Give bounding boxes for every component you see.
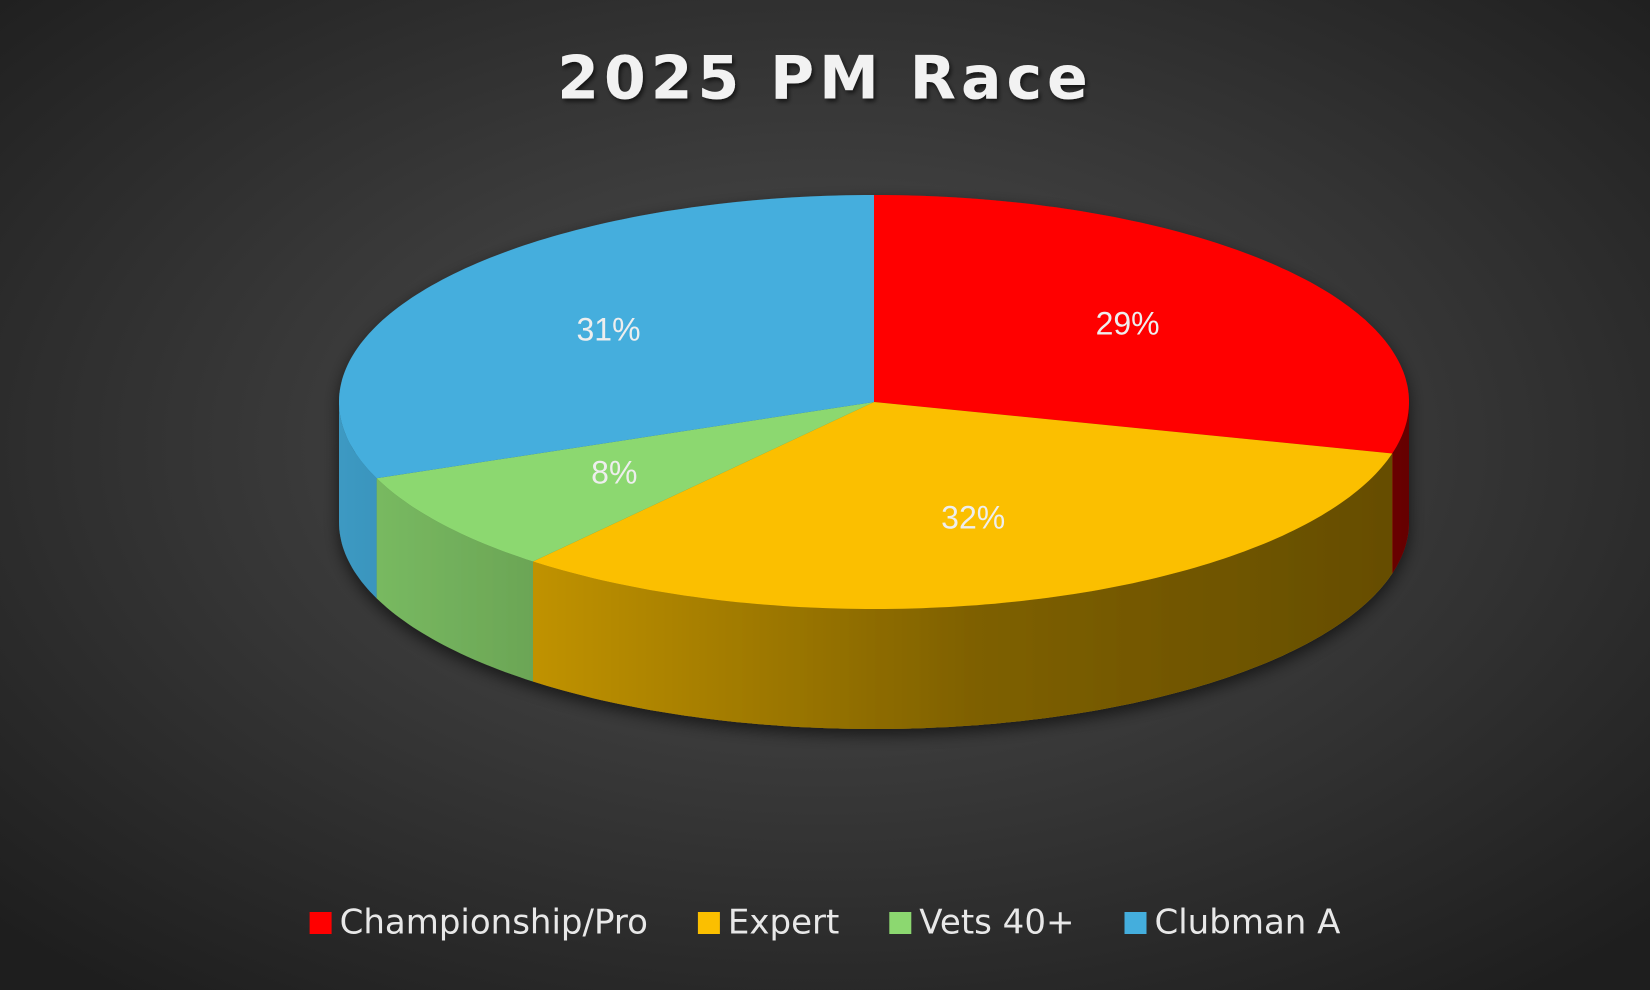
slice [339,195,874,479]
legend-item: Expert [697,903,839,943]
side-shade [376,478,533,682]
data-label: 31% [576,312,640,348]
side-shade [533,453,1393,729]
legend-item: Vets 40+ [889,903,1074,943]
data-labels: 29% 32% 8% 31% [576,305,1159,535]
legend: Championship/Pro Expert Vets 40+ Clubman A [309,903,1341,943]
legend-label: Clubman A [1155,903,1341,943]
legend-swatch [1124,912,1147,934]
slice [874,195,1409,454]
legend-item: Championship/Pro [309,903,648,943]
legend-label: Vets 40+ [919,903,1074,943]
data-label: 32% [941,500,1005,536]
legend-label: Championship/Pro [340,903,648,943]
legend-swatch [697,912,720,934]
legend-swatch [309,912,332,934]
chart-title: 2025 PM Race [557,44,1092,114]
slice [376,402,874,562]
data-label: 29% [1096,305,1160,341]
legend-label: Expert [728,903,839,943]
legend-item: Clubman A [1124,903,1341,943]
legend-swatch [889,912,912,934]
side-shade [1392,402,1409,574]
pie [339,195,1409,729]
slice [533,402,1393,609]
side-shade [339,402,377,599]
data-label: 8% [591,454,637,490]
